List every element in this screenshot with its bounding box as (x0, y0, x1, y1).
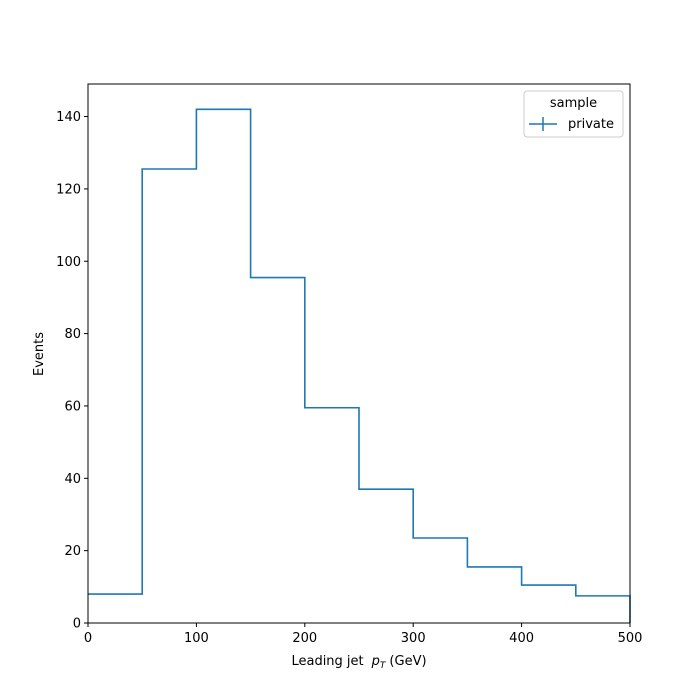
legend: sample private (523, 90, 624, 138)
y-tick-label: 80 (64, 327, 81, 342)
x-axis-label-subscript: T (380, 661, 387, 671)
y-tick-label: 60 (64, 399, 81, 414)
x-tick-label: 0 (84, 631, 92, 646)
x-tick-label: 200 (292, 631, 317, 646)
y-axis: 0 20 40 60 80 100 120 140 (56, 110, 88, 632)
y-tick-label: 100 (56, 255, 81, 270)
plot-frame (87, 83, 631, 624)
x-tick-label: 400 (509, 631, 534, 646)
y-tick-label: 140 (56, 110, 81, 125)
legend-title: sample (550, 96, 597, 111)
plot-area (88, 108, 631, 623)
x-axis-label: Leading jet pT (GeV) (291, 654, 426, 671)
y-tick-label: 120 (56, 182, 81, 197)
legend-entry-private: private (568, 117, 614, 132)
series-private-step (88, 108, 631, 623)
x-axis: 0 100 200 300 400 500 (84, 623, 643, 646)
y-tick-label: 0 (73, 617, 81, 632)
x-axis-label-unit: (GeV) (389, 654, 426, 669)
x-tick-label: 500 (618, 631, 643, 646)
y-tick-label: 40 (64, 472, 81, 487)
x-axis-label-symbol: p (371, 654, 380, 669)
y-tick-label: 20 (64, 544, 81, 559)
x-axis-label-text: Leading jet (291, 654, 363, 669)
y-axis-label: Events (32, 332, 47, 376)
legend-marker (529, 117, 557, 131)
x-tick-label: 100 (184, 631, 209, 646)
legend-box (523, 90, 624, 138)
x-tick-label: 300 (401, 631, 426, 646)
